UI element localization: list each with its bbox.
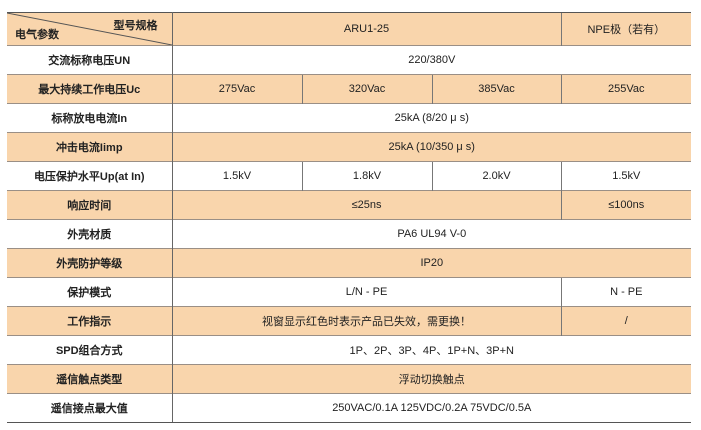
corner-top-label: 型号规格 (113, 20, 158, 32)
model-header: ARU1-25 (171, 12, 562, 46)
value-cell: / (560, 306, 692, 336)
row-label: 响应时间 (7, 190, 173, 220)
value-cell: 25kA (10/350 μ s) (171, 132, 692, 162)
spec-table: 型号规格 电气参数 ARU1-25 NPE极（若有） 交流标称电压UN 220/3… (7, 12, 692, 423)
table-row: 响应时间 ≤25ns ≤100ns (7, 190, 692, 220)
row-label: SPD组合方式 (7, 335, 173, 365)
value-cell: 1P、2P、3P、4P、1P+N、3P+N (171, 335, 692, 365)
row-label: 外壳材质 (7, 219, 173, 249)
npe-header: NPE极（若有） (560, 12, 692, 46)
row-label: 标称放电电流In (7, 103, 173, 133)
table-row: 保护模式 L/N - PE N - PE (7, 277, 692, 307)
table-row: 标称放电电流In 25kA (8/20 μ s) (7, 103, 692, 133)
row-label: 交流标称电压UN (7, 45, 173, 75)
value-cell: 2.0kV (431, 161, 562, 191)
row-label: 冲击电流Iimp (7, 132, 173, 162)
value-cell: L/N - PE (171, 277, 562, 307)
table-row: 电压保护水平Up(at In) 1.5kV 1.8kV 2.0kV 1.5kV (7, 161, 692, 191)
value-cell: 385Vac (431, 74, 562, 104)
table-row: SPD组合方式 1P、2P、3P、4P、1P+N、3P+N (7, 335, 692, 365)
row-label: 遥信接点最大值 (7, 393, 173, 423)
value-cell: 220/380V (171, 45, 692, 75)
value-cell: PA6 UL94 V-0 (171, 219, 692, 249)
value-cell: 1.8kV (301, 161, 432, 191)
value-cell: 250VAC/0.1A 125VDC/0.2A 75VDC/0.5A (171, 393, 692, 423)
table-row: 遥信触点类型 浮动切换触点 (7, 364, 692, 394)
table-row: 最大持续工作电压Uc 275Vac 320Vac 385Vac 255Vac (7, 74, 692, 104)
row-label: 外壳防护等级 (7, 248, 173, 278)
value-cell: 320Vac (301, 74, 432, 104)
value-cell: 255Vac (560, 74, 692, 104)
row-label: 工作指示 (7, 306, 173, 336)
value-cell: 1.5kV (560, 161, 692, 191)
row-label: 最大持续工作电压Uc (7, 74, 173, 104)
table-row: 遥信接点最大值 250VAC/0.1A 125VDC/0.2A 75VDC/0.5… (7, 393, 692, 423)
table-row: 工作指示 视窗显示红色时表示产品已失效，需更换！ / (7, 306, 692, 336)
value-cell: ≤100ns (560, 190, 692, 220)
table-row: 交流标称电压UN 220/380V (7, 45, 692, 75)
corner-cell: 型号规格 电气参数 (7, 12, 173, 46)
header-row: 型号规格 电气参数 ARU1-25 NPE极（若有） (7, 12, 692, 46)
row-label: 遥信触点类型 (7, 364, 173, 394)
value-cell: 1.5kV (171, 161, 302, 191)
row-label: 电压保护水平Up(at In) (7, 161, 173, 191)
value-cell: 浮动切换触点 (171, 364, 692, 394)
diagonal-divider (7, 13, 172, 45)
value-cell: 25kA (8/20 μ s) (171, 103, 692, 133)
table-row: 外壳防护等级 IP20 (7, 248, 692, 278)
table-row: 冲击电流Iimp 25kA (10/350 μ s) (7, 132, 692, 162)
corner-bottom-label: 电气参数 (15, 29, 59, 41)
row-label: 保护模式 (7, 277, 173, 307)
table-row: 外壳材质 PA6 UL94 V-0 (7, 219, 692, 249)
value-cell: 视窗显示红色时表示产品已失效，需更换！ (171, 306, 562, 336)
value-cell: N - PE (560, 277, 692, 307)
value-cell: IP20 (171, 248, 692, 278)
value-cell: 275Vac (171, 74, 302, 104)
value-cell: ≤25ns (171, 190, 562, 220)
